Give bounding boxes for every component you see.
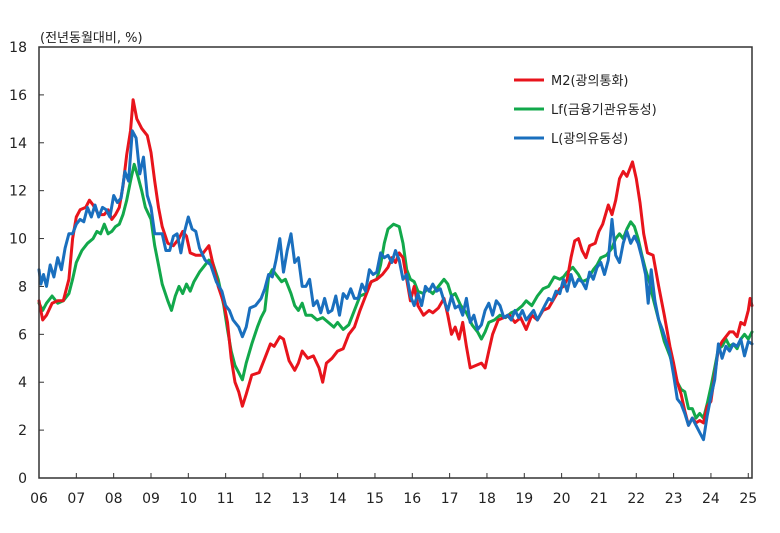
legend-label: M2(광의통화) (551, 74, 628, 89)
y-tick-label: 6 (18, 327, 27, 343)
x-tick-label: 10 (179, 491, 197, 507)
series-line-lf (37, 162, 754, 420)
y-axis: 0 2 4 6 8 10 12 14 16 18 (9, 40, 44, 487)
x-tick-label: 19 (515, 491, 533, 507)
x-tick-label: 16 (403, 491, 421, 507)
x-tick-label: 23 (665, 491, 683, 507)
x-tick-label: 08 (105, 491, 123, 507)
x-tick-label: 25 (739, 491, 757, 507)
y-tick-label: 12 (9, 184, 27, 200)
y-tick-label: 0 (18, 471, 27, 487)
y-tick-label: 2 (18, 423, 27, 439)
unit-label: (전년동월대비, %) (40, 31, 143, 46)
x-tick-label: 07 (67, 491, 85, 507)
x-tick-label: 11 (217, 491, 235, 507)
y-tick-label: 10 (9, 232, 27, 248)
x-axis: 06 07 08 09 10 11 12 13 14 15 16 17 18 19 20 21 22 23 24 25 (30, 473, 757, 507)
y-tick-label: 8 (18, 279, 27, 295)
legend: M2(광의통화) Lf(금융기관유동성) L(광의유동성) (514, 74, 657, 147)
x-tick-label: 15 (366, 491, 384, 507)
x-tick-label: 12 (254, 491, 272, 507)
x-tick-label: 06 (30, 491, 48, 507)
x-tick-label: 18 (478, 491, 496, 507)
y-tick-label: 14 (9, 136, 27, 152)
x-tick-label: 24 (702, 491, 720, 507)
legend-label: L(광의유동성) (551, 132, 628, 147)
legend-label: Lf(금융기관유동성) (551, 103, 657, 118)
y-tick-label: 16 (9, 88, 27, 104)
x-tick-label: 20 (553, 491, 571, 507)
series-line-l (37, 129, 754, 442)
x-tick-label: 22 (627, 491, 645, 507)
x-tick-label: 17 (441, 491, 459, 507)
x-tick-label: 21 (590, 491, 608, 507)
series-layer (37, 98, 754, 442)
plot-frame (38, 46, 753, 479)
x-tick-label: 14 (329, 491, 347, 507)
x-tick-label: 09 (142, 491, 160, 507)
y-tick-label: 18 (9, 40, 27, 56)
y-tick-label: 4 (18, 375, 27, 391)
x-tick-label: 13 (291, 491, 309, 507)
